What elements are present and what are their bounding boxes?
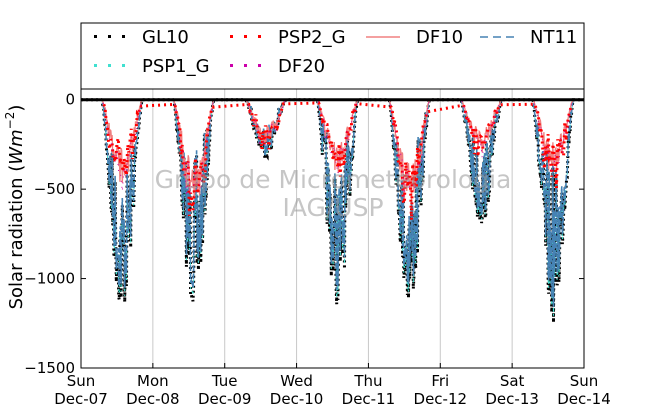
x-axis: SunDec-07MonDec-08TueDec-09WedDec-10ThuD… [54, 363, 611, 408]
legend-swatch [122, 64, 125, 67]
legend-swatch [108, 35, 111, 38]
y-axis-title-main: Solar radiation ( [6, 165, 27, 310]
x-tick-day: Sun [570, 372, 599, 390]
legend-entry-gl10: GL10 [94, 27, 189, 48]
watermark-line-1: Grupo de Micrometeorologia [155, 165, 512, 194]
y-tick-label: 0 [65, 91, 75, 109]
legend-label: NT11 [530, 27, 577, 48]
x-tick-date: Dec-11 [342, 390, 396, 408]
legend-swatch [244, 64, 247, 67]
x-tick-day: Thu [353, 372, 382, 390]
legend-box [80, 22, 585, 90]
y-axis-title-close: ) [6, 105, 27, 112]
legend-swatch [122, 35, 125, 38]
legend-entry-df10: DF10 [366, 27, 463, 48]
legend-label: DF20 [278, 56, 325, 77]
y-axis-title: Solar radiation (Wm−2) [3, 105, 27, 310]
legend-label: GL10 [142, 27, 189, 48]
legend-label: DF10 [416, 27, 463, 48]
x-tick-date: Dec-14 [557, 390, 611, 408]
y-axis: 0 −500 −1000 −1500 [24, 91, 584, 377]
x-tick-date: Dec-09 [198, 390, 252, 408]
legend-swatch [108, 64, 111, 67]
x-tick-day: Sat [500, 372, 525, 390]
legend-swatch [94, 35, 97, 38]
x-tick-date: Dec-10 [270, 390, 324, 408]
x-tick-date: Dec-13 [485, 390, 539, 408]
legend-swatch [258, 64, 261, 67]
legend-swatch [244, 35, 247, 38]
y-tick-label: −500 [34, 180, 75, 198]
vertical-grid [152, 89, 513, 368]
legend-entry-psp2-g: PSP2_G [230, 27, 346, 48]
x-tick-day: Wed [280, 372, 313, 390]
y-axis-title-unit: Wm [6, 129, 27, 164]
y-tick-label: −1500 [24, 359, 75, 377]
legend-label: PSP2_G [278, 27, 346, 48]
legend-entry-nt11: NT11 [480, 27, 577, 48]
legend-swatch [230, 64, 233, 67]
legend: GL10 PSP1_G PSP2_G DF20 DF10 NT11 [94, 27, 577, 77]
series-psp2-g [102, 101, 573, 221]
x-tick-date: Dec-08 [126, 390, 180, 408]
x-tick-date: Dec-07 [54, 390, 108, 408]
legend-label: PSP1_G [142, 56, 210, 77]
watermark-line-2: IAG/USP [282, 193, 383, 222]
x-tick-day: Fri [431, 372, 449, 390]
legend-entry-psp1-g: PSP1_G [94, 56, 210, 77]
x-tick-date: Dec-12 [414, 390, 468, 408]
y-tick-label: −1000 [24, 270, 75, 288]
y-axis-title-exponent: −2 [3, 112, 17, 130]
x-tick-day: Tue [211, 372, 238, 390]
x-tick-day: Sun [67, 372, 96, 390]
x-tick-day: Mon [137, 372, 169, 390]
legend-swatch [230, 35, 233, 38]
legend-swatch [258, 35, 261, 38]
legend-swatch [94, 64, 97, 67]
legend-entry-df20: DF20 [230, 56, 325, 77]
